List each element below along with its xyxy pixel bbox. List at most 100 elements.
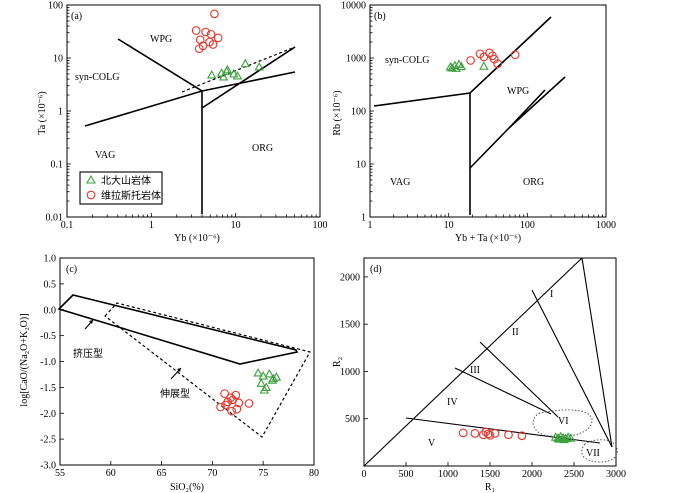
field-vag-b: VAG [390,177,410,188]
point-weilasituo [470,429,480,438]
boundary-II-III [479,341,559,418]
point-weilasituo [227,406,237,416]
x-tick-label: 1500 [480,469,500,480]
legend-box [79,171,163,205]
y-tick-label: 1 [58,107,63,118]
y-tick-label: -1.0 [40,357,56,368]
x-tick-label: 80 [309,468,319,479]
panel-b-ticks: 1 10 100 1000 1 10 100 1000 10000 [341,1,616,232]
point-beidashan [563,432,573,441]
y-tick-label: 0.5 [44,279,57,290]
x-tick-label: 1 [149,220,154,231]
point-beidashan [559,434,569,444]
x-tick-label: 500 [399,469,414,480]
point-weilasituo [479,52,489,62]
panel-c: 55 60 65 70 75 80 1.0 0.5 0.0 -0.5 -1.0 -1.5 -2.0 -2.… [19,254,319,493]
point-beidashan [258,371,268,380]
point-weilasituo [210,9,219,19]
y-tick-label: 0.1 [51,160,64,171]
x-tick-label: 60 [106,468,116,479]
y-tick-label: 0.01 [46,213,64,224]
dashed-boundary-a [181,46,296,93]
y-tick-label: 100 [351,107,366,118]
y-tick-label: 0.0 [44,305,57,316]
field-compression: 挤压型 [73,347,103,360]
point-weilasituo [466,56,475,65]
boundary-syncolg-a [117,38,203,214]
point-weilasituo [221,400,230,410]
y-tick-label: 500 [345,414,360,425]
point-beidashan [259,385,269,394]
point-weilasituo [483,429,493,439]
panel-d-ticks: 0 500 1000 1500 2000 2500 3000 500 1000 1500 2000 [340,272,626,480]
point-beidashan [456,61,467,71]
point-weilasituo [228,395,238,405]
field-V: V [428,438,436,449]
legend-circle-marker [86,190,96,200]
panel-c-points [216,367,282,416]
y-axis-label-a: Ta (×10⁻⁶) [37,91,48,134]
boundary-right-d [581,257,613,448]
panel-c-label: (c) [66,264,77,275]
point-beidashan [253,367,263,377]
y-tick-label: 10 [356,160,366,171]
x-tick-label: 10 [231,220,241,231]
x-tick-label: 3000 [606,469,626,480]
point-beidashan [447,62,457,72]
field-VII: VII [586,448,600,459]
field-syncolg-b: syn-COLG [385,55,429,66]
x-axis-label-b: Yb + Ta (×10⁻⁶) [455,233,521,244]
y-tick-label: -3.0 [40,461,56,472]
x-tick-label: 0 [362,469,367,480]
boundary-org-b [469,89,546,169]
y-tick-label: 10000 [341,1,366,12]
point-weilasituo [216,402,225,412]
point-weilasituo [244,399,254,408]
y-tick-label: -0.5 [40,331,56,342]
arrow-extension-head [177,368,181,372]
y-tick-label: 1500 [340,320,360,331]
field-wpg-b: WPG [507,86,529,97]
legend: 北大山岩体 维拉斯托岩体 [79,171,163,205]
panel-b-label: (b) [374,11,386,22]
field-VII-outline [581,439,618,463]
x-tick-label: 1 [368,220,373,231]
boundary-org-upper-b [508,76,566,129]
point-beidashan [206,69,217,79]
panel-d: 0 500 1000 1500 2000 2500 3000500100015002000 … [332,257,626,493]
y-axis-label-c: log[CaO/(Na₂O+K₂O)] [19,313,30,406]
point-weilasituo [194,44,204,54]
compression-field-outline [57,294,299,365]
y-tick-label: -1.5 [40,383,56,394]
field-I: I [550,289,553,300]
point-weilasituo [232,404,242,414]
point-beidashan [264,368,275,378]
point-beidashan [218,71,229,81]
point-beidashan [479,61,489,70]
y-axis-label-d: R₂ [332,357,343,367]
y-tick-label: 1000 [346,54,366,65]
field-wpg-a: WPG [150,34,172,45]
y-tick-label: 1.0 [44,254,57,265]
point-weilasituo [490,429,500,438]
extension-field-outline [104,302,311,438]
point-weilasituo [220,389,229,398]
point-weilasituo [481,427,491,437]
field-syncolg-a: syn-COLG [75,72,119,83]
legend-group-b: 维拉斯托岩体 [101,189,161,202]
field-VI: VI [558,416,569,427]
legend-group-a: 北大山岩体 [101,174,151,187]
field-II: II [512,327,519,338]
point-weilasituo [458,428,468,438]
point-weilasituo [485,48,494,58]
y-tick-label: 2000 [340,272,360,283]
panel-d-points [458,427,576,444]
point-weilasituo [510,50,520,60]
x-tick-label: 2500 [564,469,584,480]
x-tick-label: 100 [313,220,328,231]
y-axis-label-b: Rb (×10⁻⁶) [332,90,343,135]
point-weilasituo [231,390,241,400]
